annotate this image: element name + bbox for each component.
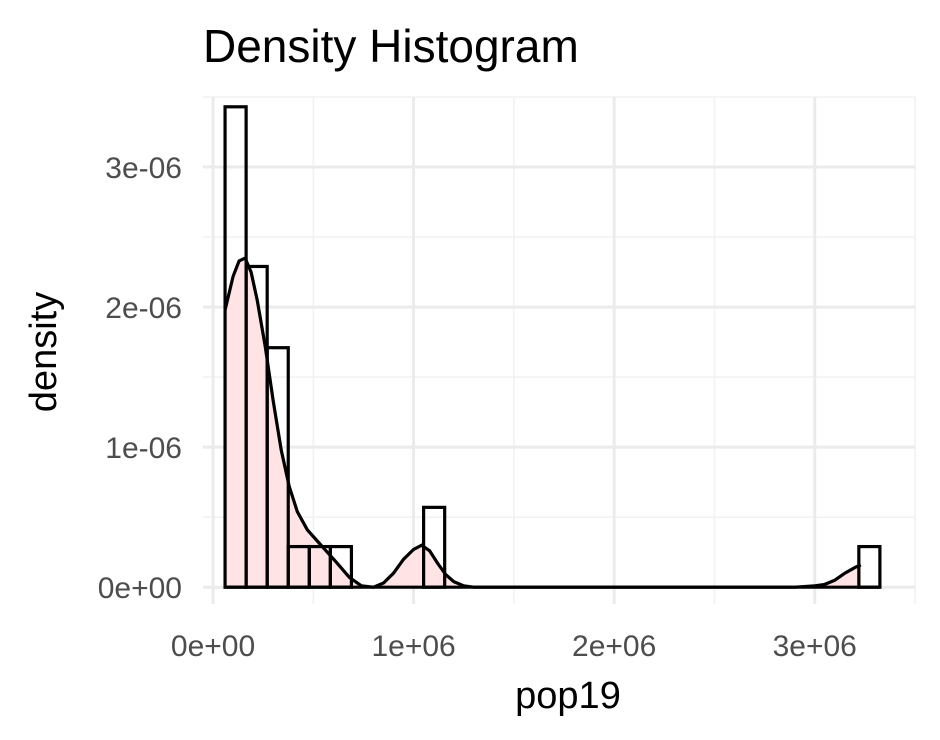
density-line-layer bbox=[223, 255, 862, 589]
x-tick-label: 1e+06 bbox=[371, 630, 455, 663]
y-axis-title: density bbox=[23, 292, 65, 412]
grid bbox=[203, 96, 916, 604]
y-tick-label: 0e+00 bbox=[98, 572, 182, 605]
x-tick-label: 3e+06 bbox=[773, 630, 857, 663]
y-tick-label: 1e-06 bbox=[105, 432, 182, 465]
x-tick-label: 2e+06 bbox=[572, 630, 656, 663]
chart-title: Density Histogram bbox=[203, 20, 579, 72]
histogram-bar bbox=[857, 544, 882, 589]
y-tick-label: 3e-06 bbox=[105, 152, 182, 185]
x-axis-title: pop19 bbox=[515, 675, 621, 717]
histogram-bars bbox=[223, 105, 882, 589]
y-axis-ticks: 0e+00 1e-06 2e-06 3e-06 bbox=[98, 152, 182, 605]
x-tick-label: 0e+00 bbox=[171, 630, 255, 663]
y-tick-label: 2e-06 bbox=[105, 292, 182, 325]
density-curve bbox=[223, 255, 862, 589]
x-axis-ticks: 0e+00 1e+06 2e+06 3e+06 bbox=[171, 630, 857, 663]
